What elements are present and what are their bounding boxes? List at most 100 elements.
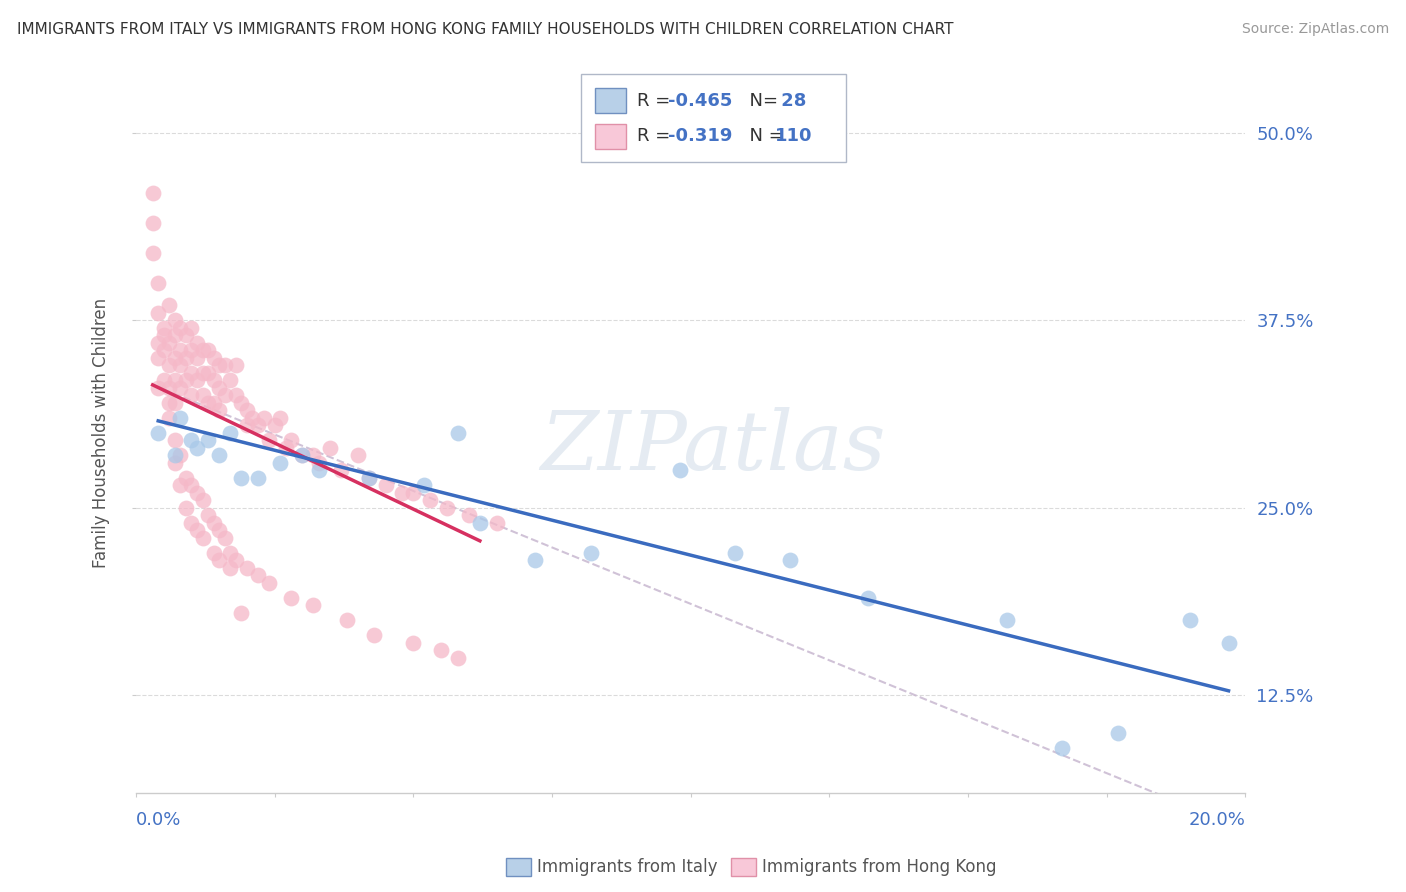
Point [302, 449, 325, 463]
Point [169, 321, 191, 335]
Point [180, 388, 202, 402]
Point [668, 463, 690, 477]
Point [157, 298, 180, 312]
Point [263, 418, 285, 433]
Text: N =: N = [738, 128, 785, 145]
Text: 110: 110 [775, 128, 813, 145]
Point [180, 434, 202, 448]
Point [180, 478, 202, 492]
Point [202, 396, 225, 410]
Point [180, 366, 202, 380]
Point [269, 456, 291, 470]
Point [152, 328, 174, 343]
Point [579, 546, 602, 560]
Point [169, 478, 191, 492]
Point [163, 449, 186, 463]
Point [163, 351, 186, 365]
Point [202, 516, 225, 530]
Point [280, 434, 302, 448]
Text: 28: 28 [775, 92, 806, 110]
Point [186, 373, 208, 387]
Point [169, 410, 191, 425]
Point [208, 449, 231, 463]
Point [457, 508, 479, 523]
Point [186, 351, 208, 365]
Point [197, 508, 219, 523]
Point [186, 524, 208, 538]
Text: 0.0%: 0.0% [136, 811, 181, 829]
Point [413, 478, 436, 492]
Point [191, 531, 214, 545]
Point [363, 628, 385, 642]
Point [357, 471, 380, 485]
Point [148, 351, 170, 365]
Point [152, 321, 174, 335]
Point [163, 456, 186, 470]
Text: R =: R = [637, 92, 676, 110]
Point [169, 449, 191, 463]
Point [148, 276, 170, 290]
Point [163, 434, 186, 448]
Point [186, 441, 208, 455]
Point [1218, 636, 1240, 650]
Point [524, 553, 547, 567]
Point [225, 388, 247, 402]
Point [197, 396, 219, 410]
Point [174, 500, 197, 515]
Point [202, 373, 225, 387]
Point [174, 351, 197, 365]
Text: -0.465: -0.465 [668, 92, 733, 110]
Point [208, 381, 231, 395]
Point [1107, 726, 1129, 740]
Point [430, 643, 453, 657]
Point [347, 449, 370, 463]
Point [402, 636, 425, 650]
Point [336, 613, 359, 627]
Point [186, 486, 208, 500]
Point [856, 591, 879, 605]
Point [169, 381, 191, 395]
Point [142, 246, 165, 260]
Point [995, 613, 1018, 627]
Point [191, 366, 214, 380]
Text: Source: ZipAtlas.com: Source: ZipAtlas.com [1241, 22, 1389, 37]
Point [374, 478, 396, 492]
Point [280, 591, 302, 605]
Point [191, 493, 214, 508]
Point [219, 373, 242, 387]
Point [148, 306, 170, 320]
Point [231, 471, 253, 485]
Point [163, 328, 186, 343]
Point [269, 410, 291, 425]
Point [157, 396, 180, 410]
Text: IMMIGRANTS FROM ITALY VS IMMIGRANTS FROM HONG KONG FAMILY HOUSEHOLDS WITH CHILDR: IMMIGRANTS FROM ITALY VS IMMIGRANTS FROM… [17, 22, 953, 37]
Point [214, 359, 236, 373]
Point [197, 343, 219, 358]
Point [208, 553, 231, 567]
Text: Immigrants from Italy: Immigrants from Italy [537, 858, 717, 876]
Text: R =: R = [637, 128, 676, 145]
Point [157, 335, 180, 350]
Point [157, 381, 180, 395]
Point [252, 410, 274, 425]
Point [197, 434, 219, 448]
Point [779, 553, 801, 567]
Point [274, 441, 297, 455]
Point [148, 425, 170, 440]
Point [157, 410, 180, 425]
Point [219, 425, 242, 440]
Point [202, 546, 225, 560]
Point [152, 343, 174, 358]
Point [214, 531, 236, 545]
Point [191, 343, 214, 358]
Point [231, 606, 253, 620]
Point [247, 418, 270, 433]
Point [436, 500, 458, 515]
Point [419, 493, 441, 508]
Point [174, 373, 197, 387]
Point [214, 388, 236, 402]
Point [1178, 613, 1201, 627]
Point [319, 441, 342, 455]
Point [225, 359, 247, 373]
Point [142, 216, 165, 230]
